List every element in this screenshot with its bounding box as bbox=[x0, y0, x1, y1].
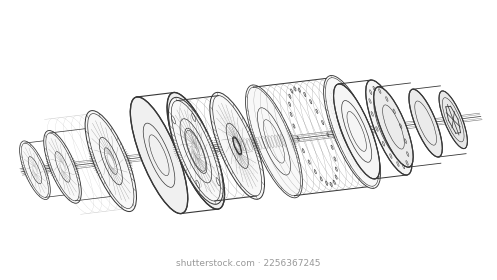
Ellipse shape bbox=[85, 111, 137, 212]
Ellipse shape bbox=[167, 92, 225, 209]
Ellipse shape bbox=[366, 80, 412, 175]
Ellipse shape bbox=[246, 85, 303, 198]
Ellipse shape bbox=[409, 89, 442, 157]
Ellipse shape bbox=[333, 84, 380, 179]
Ellipse shape bbox=[130, 97, 188, 214]
Ellipse shape bbox=[210, 92, 264, 199]
Ellipse shape bbox=[324, 76, 381, 188]
Ellipse shape bbox=[374, 87, 413, 167]
Text: shutterstock.com · 2256367245: shutterstock.com · 2256367245 bbox=[176, 258, 321, 267]
Ellipse shape bbox=[439, 91, 467, 149]
Ellipse shape bbox=[44, 130, 82, 203]
Ellipse shape bbox=[168, 97, 223, 204]
Ellipse shape bbox=[19, 141, 50, 200]
